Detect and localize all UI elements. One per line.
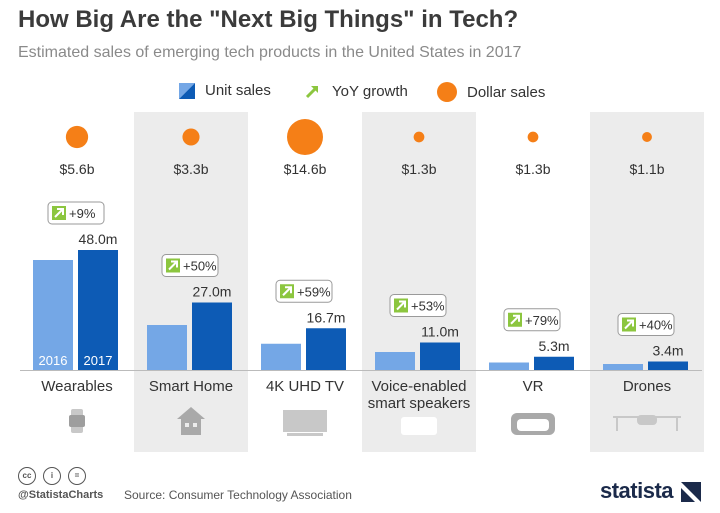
- dollar-label: $14.6b: [284, 161, 327, 177]
- unit-sales-label: 27.0m: [193, 284, 232, 300]
- bar-2016: [261, 343, 301, 370]
- bar-2017: [534, 356, 574, 370]
- dollar-label: $5.6b: [59, 161, 94, 177]
- growth-label: +79%: [525, 313, 559, 328]
- bar-2016: [375, 352, 415, 370]
- house-body: [181, 419, 201, 435]
- category-panel-5: [590, 112, 704, 452]
- legend-dollar-sales: Dollar sales: [437, 82, 545, 102]
- smartwatch-face: [69, 415, 85, 427]
- unit-sales-label: 3.4m: [652, 343, 683, 359]
- dollar-bubble: [65, 125, 89, 149]
- footer-source: Source: Consumer Technology Association: [124, 488, 352, 502]
- dollar-bubble: [182, 128, 200, 146]
- bar-2016: [33, 260, 73, 370]
- growth-arrow-glyph: [168, 260, 178, 271]
- no-derivatives-icon: =: [68, 467, 86, 485]
- dollar-dot-icon: [437, 82, 457, 102]
- dollar-label: $1.1b: [629, 161, 664, 177]
- legend-unit-sales: Unit sales: [179, 82, 271, 99]
- dollar-bubble: [413, 131, 425, 143]
- growth-arrow-icon: [305, 85, 319, 99]
- growth-arrow-glyph: [396, 300, 406, 311]
- statista-logo[interactable]: statista: [600, 478, 674, 503]
- bar-2017: [78, 250, 118, 370]
- growth-arrow-glyph: [282, 286, 292, 296]
- tv-icon: [283, 410, 327, 432]
- category-panel-1: [134, 112, 248, 452]
- bar-2017: [306, 328, 346, 370]
- house-icon: [177, 407, 205, 419]
- category-panel-3: [362, 112, 476, 452]
- bar-2016: [603, 364, 643, 370]
- category-label: smart speakers: [368, 395, 471, 412]
- chart-area: $5.6b 48.0m +9% 2016 2017 Wearables $3.3b 27.0m…: [20, 112, 704, 452]
- growth-arrow-glyph: [624, 319, 634, 330]
- attribution-icon: i: [43, 467, 61, 485]
- category-label: VR: [523, 378, 544, 395]
- dollar-bubble: [527, 131, 539, 143]
- growth-arrow-glyph: [510, 314, 520, 325]
- bar-2016: [147, 325, 187, 370]
- footer-handle[interactable]: @StatistaCharts: [18, 489, 104, 501]
- cc-license-icon: cc: [18, 467, 36, 485]
- bar-2017: [648, 361, 688, 370]
- unit-sales-label: 16.7m: [307, 309, 346, 325]
- growth-label: +59%: [297, 284, 331, 299]
- tv-stand: [287, 433, 323, 436]
- statista-logo-mark-icon: [681, 482, 701, 502]
- category-label: 4K UHD TV: [266, 378, 344, 395]
- unit-sales-label: 11.0m: [421, 324, 459, 340]
- category-label: Drones: [623, 378, 671, 395]
- growth-label: +40%: [639, 318, 673, 333]
- dollar-label: $1.3b: [401, 161, 436, 177]
- legend: Unit sales YoY growth Dollar sales: [0, 82, 720, 104]
- growth-label: +9%: [69, 206, 96, 221]
- unit-sales-label: 48.0m: [79, 231, 118, 247]
- unit-sales-swatch-icon: [179, 82, 195, 99]
- legend-yoy-growth-label: YoY growth: [332, 82, 408, 100]
- year-label-2017: 2017: [84, 353, 113, 368]
- dollar-label: $3.3b: [173, 161, 208, 177]
- drone-body: [637, 415, 657, 425]
- legend-dollar-sales-label: Dollar sales: [467, 83, 546, 101]
- growth-label: +53%: [411, 299, 445, 314]
- growth-label: +50%: [183, 259, 217, 274]
- category-label: Wearables: [41, 378, 112, 395]
- growth-arrow-glyph: [54, 208, 64, 218]
- house-window: [193, 423, 197, 427]
- bar-2016: [489, 362, 529, 370]
- bar-2017: [192, 302, 232, 370]
- dollar-bubble: [287, 119, 323, 155]
- chart-title: How Big Are the "Next Big Things" in Tec…: [18, 6, 519, 33]
- year-label-2016: 2016: [39, 353, 68, 368]
- unit-sales-label: 5.3m: [538, 338, 569, 354]
- chart-subtitle: Estimated sales of emerging tech product…: [18, 44, 522, 61]
- speaker-icon: [401, 417, 437, 435]
- category-label: Voice-enabled: [371, 378, 466, 395]
- bar-2017: [420, 342, 460, 370]
- dollar-bubble: [642, 132, 652, 142]
- legend-unit-sales-label: Unit sales: [205, 82, 271, 99]
- legend-yoy-growth: YoY growth: [304, 82, 408, 100]
- vr-lens: [517, 419, 549, 431]
- category-label: Smart Home: [149, 378, 233, 395]
- dollar-label: $1.3b: [515, 161, 550, 177]
- house-window: [185, 423, 189, 427]
